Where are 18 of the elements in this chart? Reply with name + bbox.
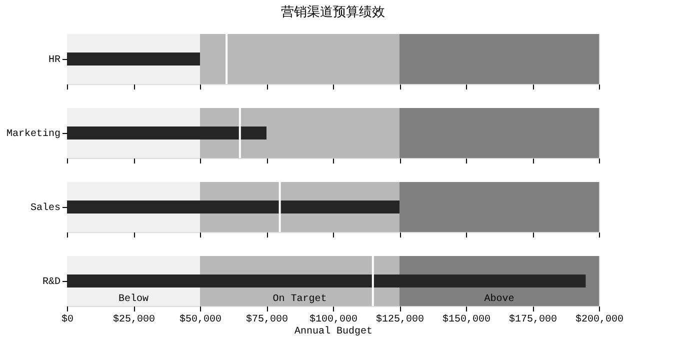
- band-label: On Target: [272, 294, 327, 305]
- y-tick-label: Marketing: [6, 128, 60, 140]
- x-tick-label: $75,000: [246, 314, 288, 326]
- chart-title: 营销渠道预算绩效: [281, 5, 385, 20]
- x-tick-label: $150,000: [442, 314, 491, 326]
- x-tick-label: $125,000: [376, 314, 424, 326]
- y-tick-label: R&D: [42, 277, 60, 288]
- x-axis-title: Annual Budget: [294, 326, 373, 338]
- x-tick-label: $0: [61, 314, 74, 326]
- y-tick-label: HR: [48, 55, 60, 66]
- y-tick-label: Sales: [30, 202, 60, 214]
- x-tick-label: $175,000: [508, 314, 558, 326]
- x-tick-label: $100,000: [309, 314, 358, 326]
- band-label: Below: [118, 293, 149, 305]
- x-tick-label: $200,000: [575, 314, 624, 326]
- x-tick-label: $25,000: [112, 314, 156, 326]
- band-label: Above: [484, 293, 514, 305]
- x-tick-label: $50,000: [179, 314, 222, 326]
